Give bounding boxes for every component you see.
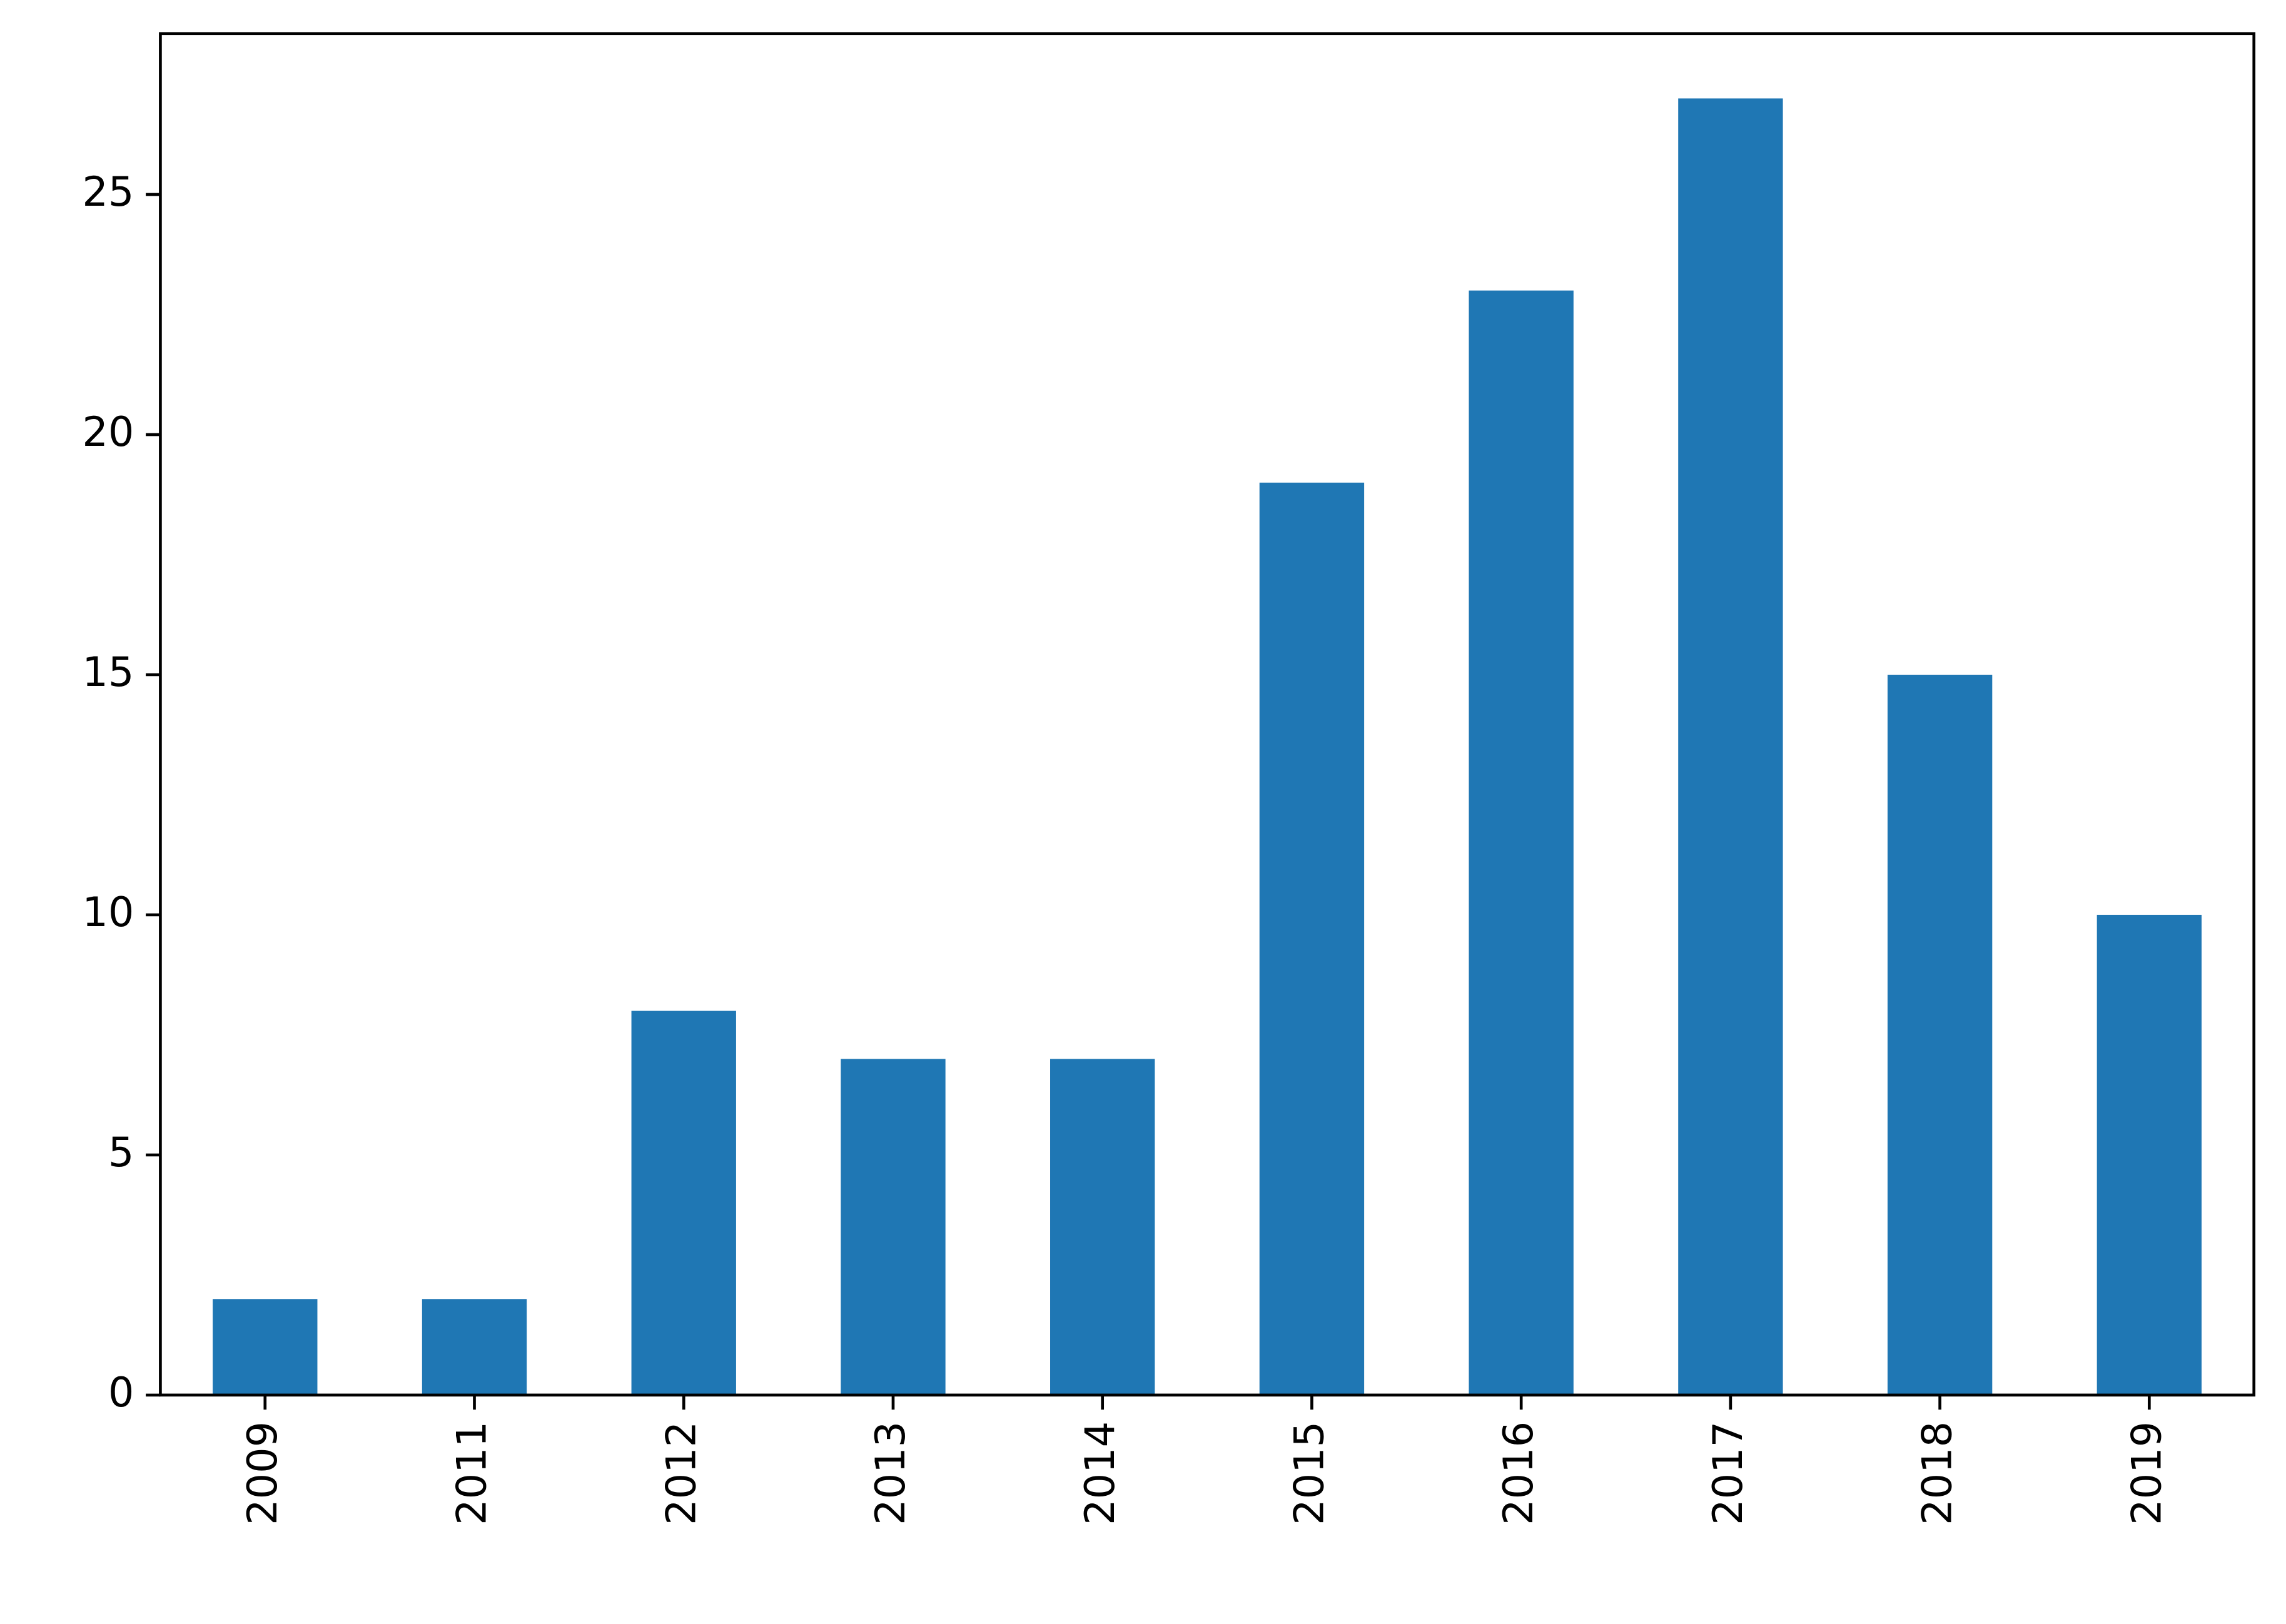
x-tick-label: 2014 [1076,1421,1124,1525]
bar [1887,674,1993,1395]
x-tick-label: 2019 [2123,1421,2170,1525]
x-tick-label: 2015 [1285,1421,1333,1525]
y-tick-label: 15 [82,648,134,696]
bar [422,1299,527,1395]
bar [1469,290,1574,1395]
y-tick-label: 25 [82,168,134,216]
x-tick-label: 2013 [867,1421,914,1525]
bar [1678,98,1783,1395]
bar [631,1011,736,1395]
x-tick-label: 2016 [1495,1421,1542,1525]
x-tick-label: 2017 [1704,1421,1752,1525]
bar [1050,1059,1155,1395]
bar [1259,482,1365,1395]
x-tick-label: 2012 [657,1421,705,1525]
y-tick-label: 0 [108,1369,134,1416]
x-tick-label: 2018 [1914,1421,1961,1525]
y-tick-label: 10 [82,889,134,936]
y-tick-label: 20 [82,408,134,456]
plot-frame [159,32,2256,1397]
bar [2096,914,2202,1395]
bar [841,1059,946,1395]
y-tick-label: 5 [108,1129,134,1176]
x-tick-label: 2009 [239,1421,286,1525]
x-tick-label: 2011 [448,1421,496,1525]
bar [213,1299,318,1395]
